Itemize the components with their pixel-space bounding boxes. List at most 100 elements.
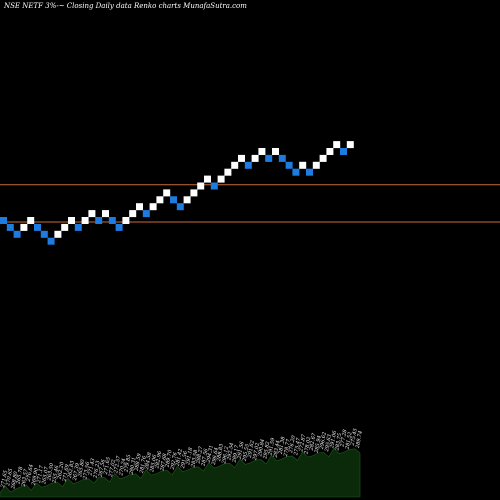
down-brick — [6, 223, 14, 231]
chart-title: NSE NETF 3%-~ Closing Daily data Renko c… — [4, 2, 247, 10]
volume-price-label: 268.80 — [10, 470, 19, 490]
volume-price-label: 288.59 — [134, 452, 143, 472]
up-brick — [136, 203, 143, 211]
volume-price-label: 287.56 — [200, 447, 209, 467]
volume-price-label: 263.57 — [20, 468, 29, 488]
volume-price-label: 291.56 — [236, 440, 245, 460]
volume-price-label: 277.02 — [108, 459, 117, 478]
volume-price-label: 282.67 — [308, 432, 317, 452]
down-brick — [292, 168, 300, 176]
down-brick — [278, 154, 286, 162]
volume-price-label: 289.70 — [164, 449, 173, 469]
up-brick — [204, 175, 211, 183]
up-brick — [54, 230, 62, 238]
volume-price-label: 290.84 — [257, 439, 266, 458]
up-brick — [190, 189, 198, 197]
down-brick — [108, 217, 116, 224]
volume-price-label: 262.83 — [67, 460, 76, 479]
volume-price-label: 276.64 — [26, 464, 35, 483]
volume-price-label: 283.75 — [334, 433, 343, 452]
volume-price-label: 272.57 — [113, 455, 122, 475]
volume-price-label: 295.63 — [324, 434, 333, 453]
volume-area — [0, 447, 361, 498]
volume-price-label: 271.17 — [36, 464, 45, 484]
volume-price-label: 271.69 — [62, 463, 71, 483]
volume-price-label: 285.06 — [149, 453, 158, 473]
volume-price-label: 291.18 — [185, 447, 194, 466]
down-brick — [13, 230, 21, 238]
volume-price-label: 276.20 — [288, 434, 297, 454]
up-brick — [183, 196, 191, 204]
volume-price-label: 271.65 — [103, 457, 112, 476]
up-brick — [299, 161, 307, 169]
up-brick — [197, 182, 205, 190]
up-brick — [238, 154, 245, 162]
volume-price-label: 297.02 — [252, 442, 261, 461]
volume-price-label: 289.17 — [231, 444, 240, 464]
down-brick — [40, 230, 48, 238]
down-brick — [340, 148, 347, 155]
up-brick — [312, 161, 320, 169]
up-brick — [102, 210, 109, 218]
volume-price-label: 285.94 — [314, 435, 323, 454]
volume-price-label: 270.24 — [118, 458, 127, 477]
volume-price-label: 288.27 — [195, 445, 204, 465]
down-brick — [34, 223, 41, 231]
up-brick — [61, 223, 69, 231]
volume-price-label: 282.96 — [154, 450, 163, 470]
volume-price-label: 270.65 — [5, 468, 14, 487]
volume-price-label: 279.85 — [123, 454, 132, 473]
volume-price-label: 275.47 — [293, 437, 302, 457]
up-brick — [251, 154, 259, 162]
volume-price-label: 265.80 — [77, 458, 86, 478]
up-brick — [122, 217, 130, 224]
volume-price-label: 291.59 — [267, 437, 276, 457]
volume-price-label: 269.90 — [31, 467, 40, 487]
down-brick — [170, 196, 177, 204]
volume-price-label: 283.44 — [272, 440, 281, 459]
volume-price-label: 255.46 — [51, 464, 60, 484]
volume-price-label: 292.54 — [226, 442, 235, 461]
up-brick — [81, 217, 89, 224]
volume-price-label: 296.62 — [319, 431, 328, 450]
volume-price-label: 291.56 — [180, 450, 189, 470]
volume-price-label: 283.58 — [190, 449, 199, 468]
volume-price-label: 265.78 — [15, 466, 24, 485]
up-brick — [129, 210, 137, 218]
volume-price-label: 275.45 — [350, 428, 359, 447]
volume-price-label: 277.28 — [339, 429, 348, 448]
up-brick — [346, 141, 354, 149]
down-brick — [95, 217, 103, 224]
volume-price-label: 288.83 — [216, 443, 225, 462]
up-brick — [217, 175, 225, 183]
volume-price-label: 271.65 — [0, 470, 9, 489]
volume-area-path — [0, 447, 361, 498]
reference-lines — [0, 184, 500, 223]
down-brick — [306, 168, 313, 176]
down-brick — [74, 223, 82, 231]
up-brick — [258, 148, 266, 155]
volume-price-label: 281.42 — [175, 448, 184, 467]
volume-price-label: 262.20 — [56, 461, 65, 481]
up-brick — [149, 203, 157, 211]
volume-labels: 271.65270.65268.80265.78263.57276.64269.… — [0, 428, 364, 490]
up-brick — [27, 217, 35, 224]
volume-price-label: 296.12 — [221, 446, 230, 465]
volume-price-label: 287.68 — [159, 453, 168, 472]
up-brick — [319, 154, 327, 162]
volume-price-label: 294.31 — [206, 445, 215, 464]
volume-price-label: 273.56 — [82, 461, 91, 481]
volume-price-label: 265.07 — [41, 465, 50, 485]
volume-price-label: 295.82 — [262, 441, 271, 460]
volume-price-label: 281.52 — [344, 431, 353, 450]
volume-price-label: 280.31 — [128, 457, 137, 476]
volume-price-label: 276.23 — [92, 460, 101, 479]
down-brick — [0, 217, 7, 224]
volume-price-label: 284.58 — [144, 452, 153, 471]
volume-price-label: 272.87 — [298, 433, 307, 453]
up-brick — [20, 223, 28, 231]
up-brick — [88, 210, 96, 218]
up-brick — [231, 161, 239, 169]
